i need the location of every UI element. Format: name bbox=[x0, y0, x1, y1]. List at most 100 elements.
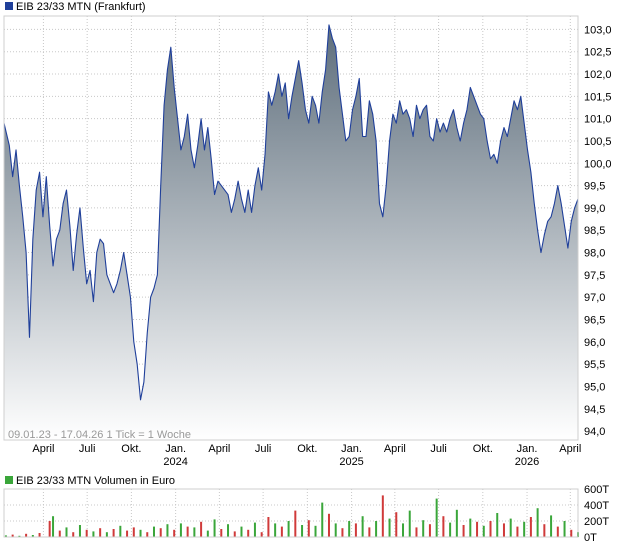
volume-bar bbox=[25, 533, 28, 537]
volume-y-tick-label: 400T bbox=[584, 500, 609, 512]
volume-bar bbox=[193, 527, 196, 537]
price-x-tick-label: Jan. bbox=[341, 443, 362, 455]
volume-bar bbox=[455, 509, 458, 537]
price-legend-swatch bbox=[5, 2, 13, 10]
volume-bar bbox=[240, 526, 243, 537]
price-y-tick-label: 103,0 bbox=[584, 24, 612, 36]
volume-bar bbox=[496, 513, 499, 537]
volume-bar bbox=[132, 527, 135, 537]
price-x-year-label: 2024 bbox=[163, 456, 187, 468]
volume-bar bbox=[260, 532, 263, 537]
volume-bar bbox=[152, 526, 155, 537]
price-x-year-label: 2026 bbox=[515, 456, 539, 468]
volume-bar bbox=[301, 525, 304, 537]
price-y-tick-label: 100,0 bbox=[584, 158, 612, 170]
volume-y-tick-label: 600T bbox=[584, 484, 609, 496]
volume-bar bbox=[402, 523, 405, 537]
volume-bar bbox=[186, 526, 189, 537]
volume-bar bbox=[361, 516, 364, 537]
price-y-tick-label: 102,0 bbox=[584, 69, 612, 81]
volume-bar bbox=[166, 524, 169, 537]
volume-bar bbox=[334, 523, 337, 537]
price-y-tick-label: 98,0 bbox=[584, 248, 605, 260]
volume-bar bbox=[354, 523, 357, 537]
volume-bar bbox=[31, 535, 34, 537]
volume-bar bbox=[375, 521, 378, 537]
volume-bar bbox=[368, 527, 371, 537]
price-y-tick-label: 97,0 bbox=[584, 292, 605, 304]
price-y-tick-label: 97,5 bbox=[584, 270, 605, 282]
volume-bar bbox=[570, 529, 573, 537]
volume-bar bbox=[415, 527, 418, 537]
volume-bars bbox=[4, 495, 579, 537]
volume-bar bbox=[119, 525, 122, 537]
volume-bar bbox=[78, 525, 81, 537]
volume-bar bbox=[220, 529, 223, 537]
volume-bar bbox=[442, 516, 445, 537]
volume-bar bbox=[388, 518, 391, 537]
price-x-tick-label: Okt. bbox=[473, 443, 493, 455]
volume-bar bbox=[200, 521, 203, 537]
volume-bar bbox=[509, 518, 512, 537]
volume-bar bbox=[146, 532, 149, 537]
volume-bar bbox=[516, 526, 519, 537]
volume-bar bbox=[274, 523, 277, 537]
volume-bar bbox=[529, 517, 532, 537]
price-y-tick-label: 96,0 bbox=[584, 337, 605, 349]
volume-bar bbox=[38, 533, 41, 537]
volume-bar bbox=[280, 526, 283, 537]
volume-bar bbox=[469, 518, 472, 537]
price-y-tick-label: 102,5 bbox=[584, 47, 612, 59]
volume-bar bbox=[58, 530, 61, 537]
volume-bar bbox=[65, 527, 68, 537]
volume-bar bbox=[536, 508, 539, 537]
price-x-tick-label: April bbox=[32, 443, 54, 455]
price-y-axis: 103,0 102,5 102,0 101,5 101,0 100,5 100,0 99,5 9… bbox=[584, 24, 612, 438]
price-y-tick-label: 98,5 bbox=[584, 225, 605, 237]
volume-bar bbox=[556, 526, 559, 537]
price-x-tick-label: April bbox=[384, 443, 406, 455]
volume-bar bbox=[523, 521, 526, 537]
volume-bar bbox=[550, 515, 553, 537]
volume-bar bbox=[489, 521, 492, 537]
price-y-tick-label: 101,5 bbox=[584, 91, 612, 103]
volume-bar bbox=[476, 521, 479, 537]
volume-bar bbox=[247, 529, 250, 537]
volume-bar bbox=[126, 530, 129, 537]
price-x-tick-label: April bbox=[559, 443, 581, 455]
volume-bar bbox=[11, 534, 14, 537]
volume-bar bbox=[105, 532, 108, 537]
price-area-layer bbox=[3, 24, 579, 441]
volume-bar bbox=[48, 521, 51, 537]
volume-bar bbox=[173, 529, 176, 537]
volume-bar bbox=[233, 531, 236, 537]
volume-bar bbox=[543, 524, 546, 537]
price-x-tick-label: Okt. bbox=[121, 443, 141, 455]
volume-bar bbox=[159, 528, 162, 537]
price-x-tick-label: Jan. bbox=[517, 443, 538, 455]
price-x-tick-label: Jan. bbox=[165, 443, 186, 455]
price-y-tick-label: 100,5 bbox=[584, 136, 612, 148]
price-y-tick-label: 94,5 bbox=[584, 404, 605, 416]
volume-bar bbox=[294, 510, 297, 537]
price-y-tick-label: 101,0 bbox=[584, 114, 612, 126]
volume-bar bbox=[307, 520, 310, 537]
price-x-year-label: 2025 bbox=[339, 456, 363, 468]
price-x-tick-label: Juli bbox=[255, 443, 272, 455]
volume-bar bbox=[435, 498, 438, 537]
volume-bar bbox=[314, 525, 317, 537]
volume-bar bbox=[563, 521, 566, 537]
volume-bar bbox=[502, 523, 505, 537]
price-x-tick-label: Okt. bbox=[297, 443, 317, 455]
price-chart-title: EIB 23/33 MTN (Frankfurt) bbox=[16, 1, 146, 13]
price-y-tick-label: 94,0 bbox=[584, 426, 605, 438]
volume-bar bbox=[348, 521, 351, 537]
volume-bar bbox=[341, 528, 344, 537]
volume-plot-frame bbox=[3, 488, 579, 538]
volume-bar bbox=[482, 525, 485, 537]
volume-bar bbox=[85, 529, 88, 537]
volume-bar bbox=[287, 521, 290, 537]
volume-bar bbox=[4, 535, 7, 537]
